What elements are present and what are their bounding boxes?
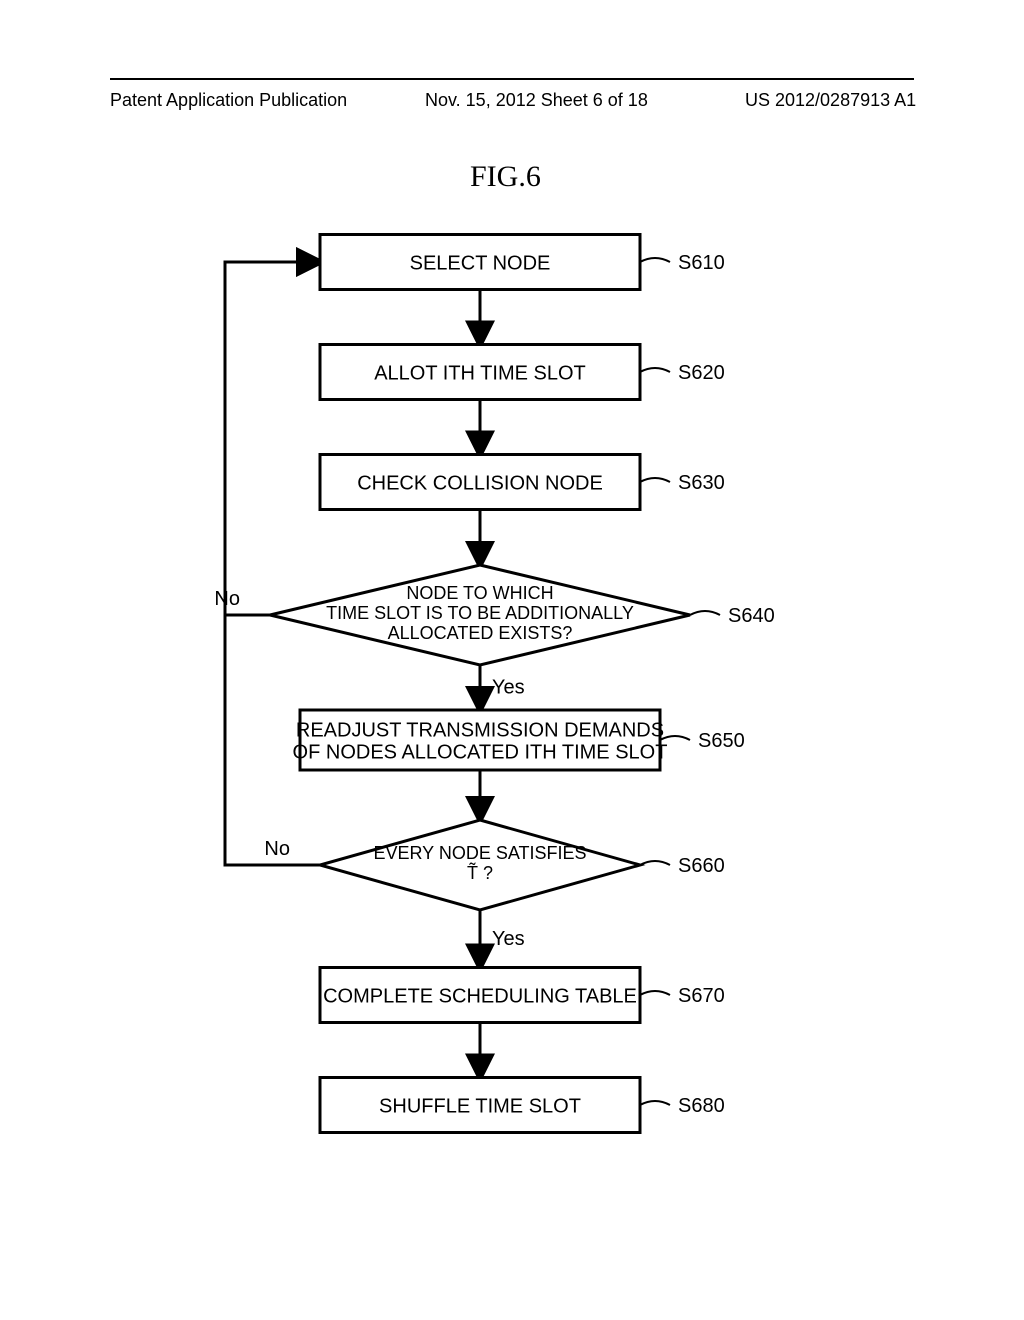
node-label-s660-1: T̃ ? [467, 862, 493, 883]
edge-label-yes: Yes [492, 928, 525, 950]
edge-s640-s610 [225, 262, 320, 615]
node-label-s650-1: OF NODES ALLOCATED ITH TIME SLOT [293, 741, 668, 763]
edge-s660-s610 [225, 262, 320, 865]
step-tick-s680 [640, 1101, 670, 1105]
node-label-s640-2: ALLOCATED EXISTS? [388, 623, 573, 643]
step-label-s640: S640 [728, 605, 775, 627]
step-tick-s650 [660, 736, 690, 740]
step-tick-s640 [690, 611, 720, 615]
step-label-s610: S610 [678, 252, 725, 274]
node-label-s680: SHUFFLE TIME SLOT [379, 1095, 581, 1117]
step-tick-s670 [640, 991, 670, 995]
step-label-s680: S680 [678, 1095, 725, 1117]
node-label-s670: COMPLETE SCHEDULING TABLE [323, 985, 637, 1007]
step-label-s670: S670 [678, 985, 725, 1007]
node-label-s640-0: NODE TO WHICH [406, 583, 553, 603]
node-label-s620: ALLOT ITH TIME SLOT [374, 362, 586, 384]
node-label-s660-0: EVERY NODE SATISFIES [373, 843, 586, 863]
edge-label-no: No [214, 588, 240, 610]
step-label-s660: S660 [678, 855, 725, 877]
edge-label-yes: Yes [492, 677, 525, 699]
node-label-s650-0: READJUST TRANSMISSION DEMANDS [296, 719, 664, 741]
edge-label-no: No [264, 838, 290, 860]
step-tick-s620 [640, 368, 670, 372]
step-label-s620: S620 [678, 362, 725, 384]
step-tick-s630 [640, 478, 670, 482]
flowchart-svg: Yes No Yes No SELECT NODE S610 ALLOT ITH TIME … [0, 0, 1024, 1320]
node-label-s630: CHECK COLLISION NODE [357, 472, 603, 494]
node-label-s610: SELECT NODE [410, 252, 551, 274]
step-tick-s610 [640, 258, 670, 262]
step-label-s650: S650 [698, 730, 745, 752]
step-label-s630: S630 [678, 472, 725, 494]
step-tick-s660 [640, 861, 670, 865]
node-label-s640-1: TIME SLOT IS TO BE ADDITIONALLY [326, 603, 634, 623]
